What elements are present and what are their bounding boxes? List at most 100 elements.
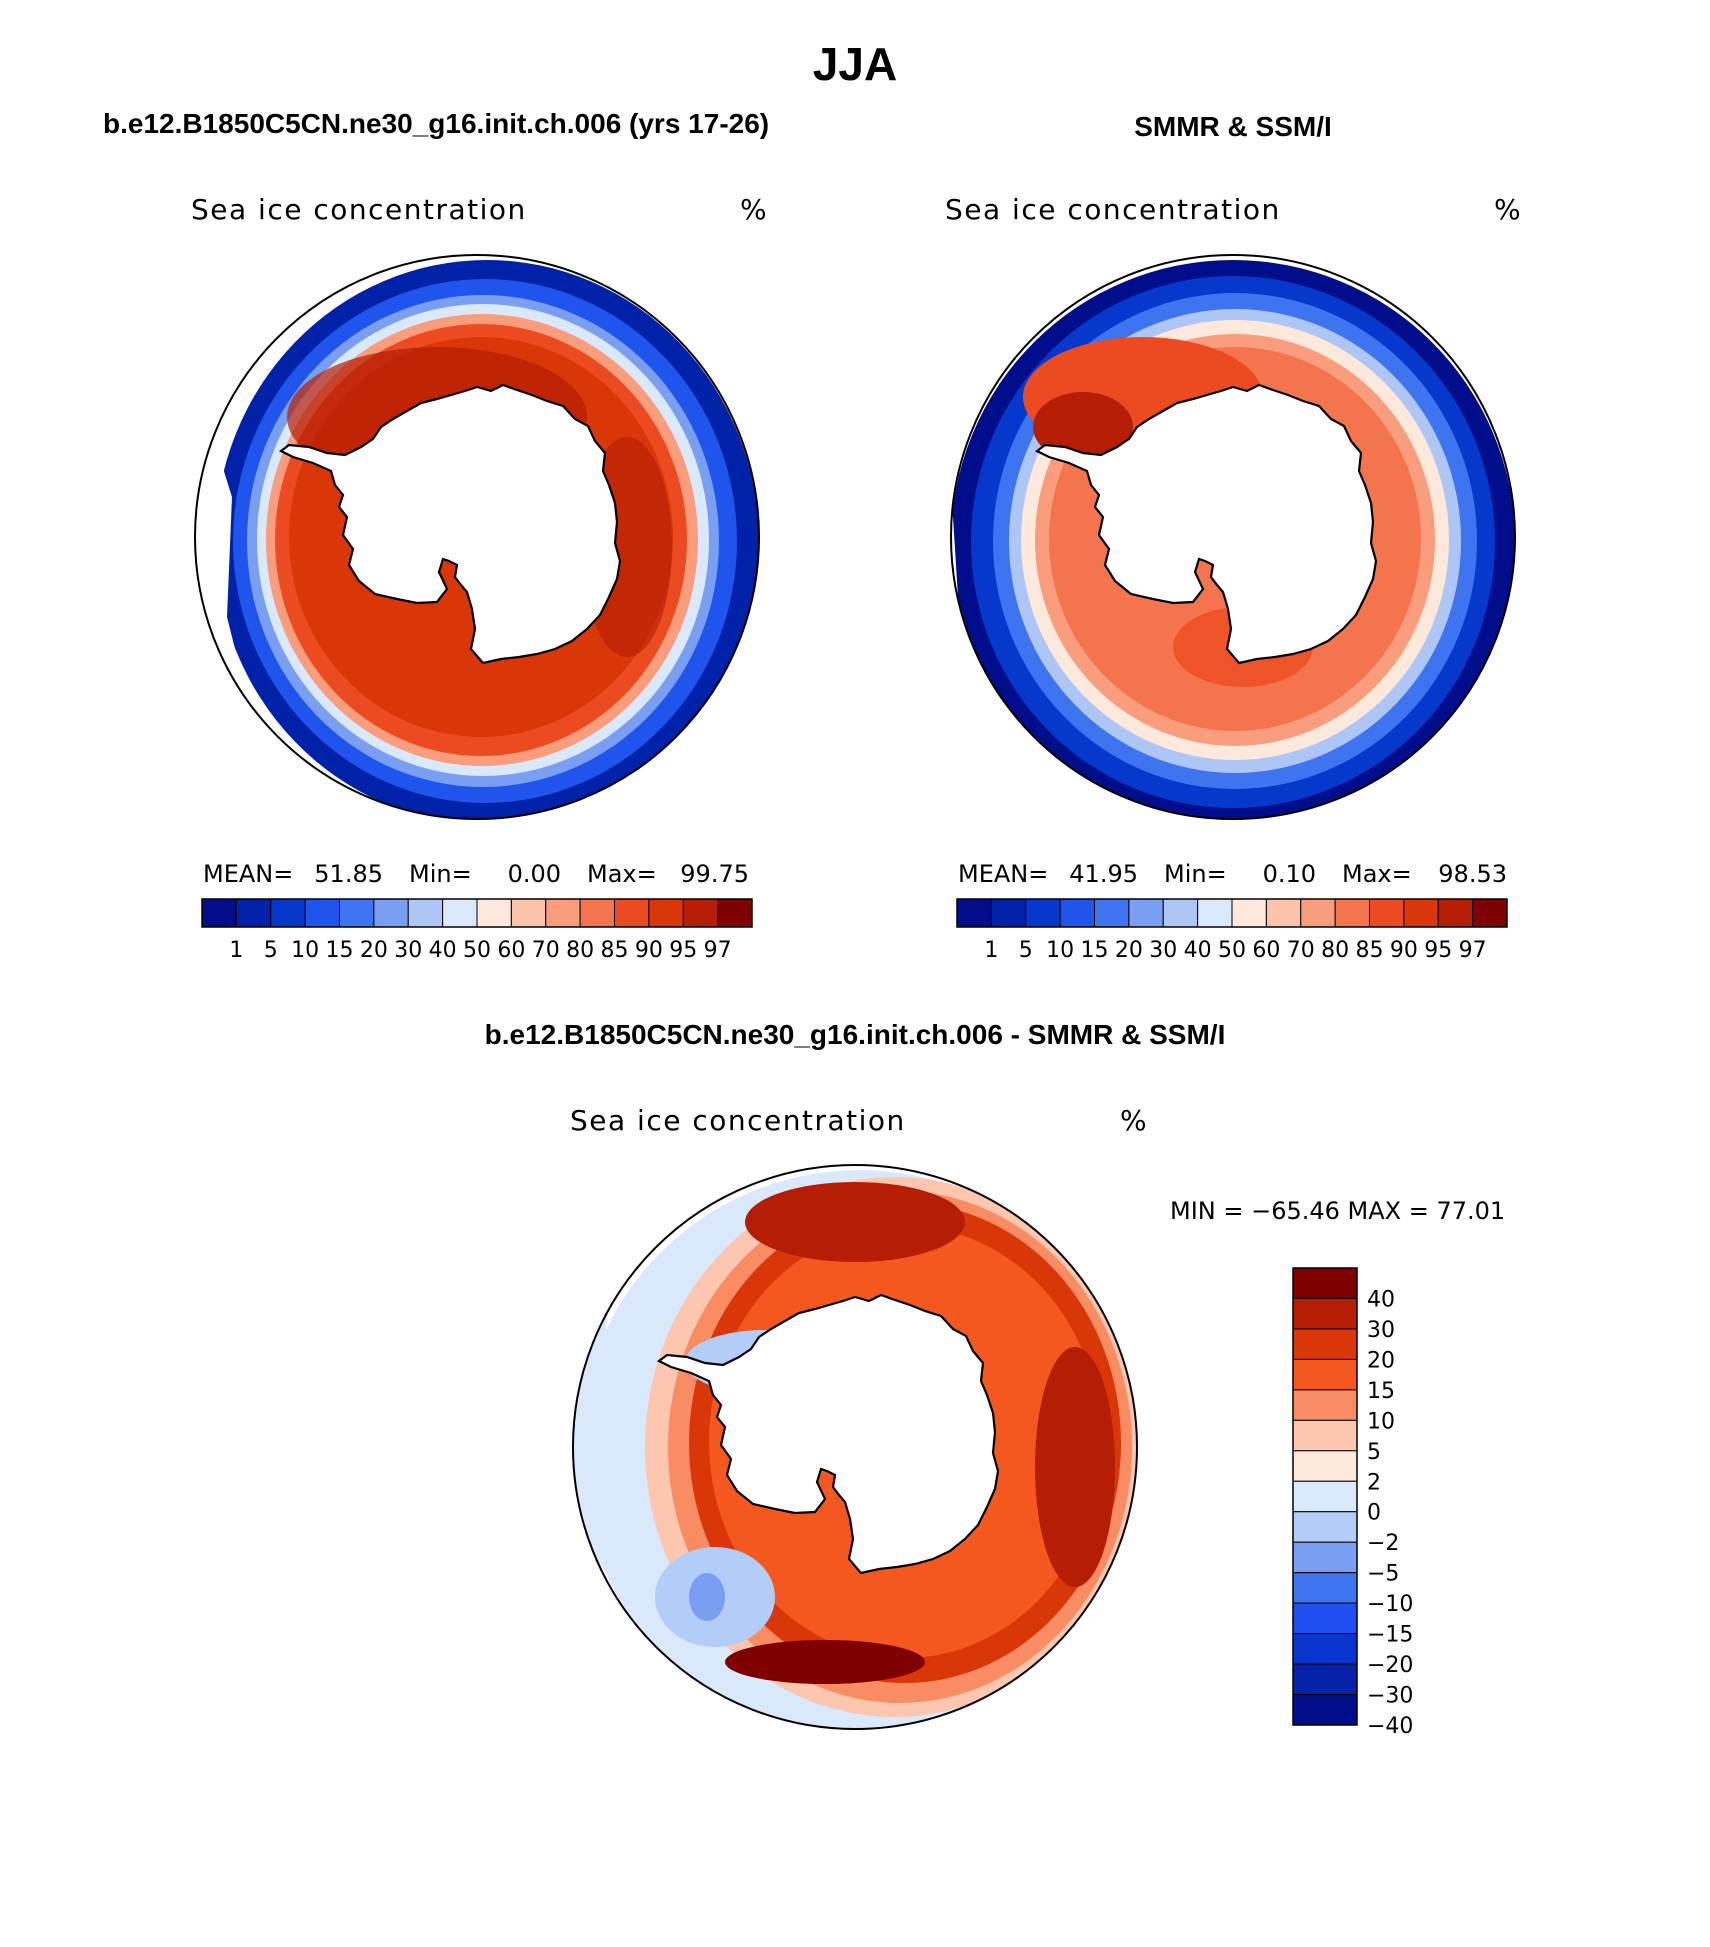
model-colorbar: 1 5 10 15 20 30 40 50 60 70 80 85 90 95 97: [201, 898, 753, 963]
obs-colorbar-tick-label: 50: [1218, 938, 1246, 963]
obs-colorbar-tick-label: 85: [1356, 938, 1384, 963]
obs-colorbar-tick-label: 90: [1390, 938, 1418, 963]
model-colorbar-box: [717, 898, 753, 928]
model-max-value: 99.75: [680, 860, 749, 888]
diff-colorbar-tick-label: 40: [1367, 1287, 1395, 1312]
diff-colorbar-box: [1292, 1297, 1358, 1330]
model-colorbar-tick-label: 97: [704, 938, 732, 963]
obs-panel: Sea ice concentration %: [945, 193, 1521, 963]
diff-panel: Sea ice concentration % MIN = −65.46 MAX…: [570, 1104, 1505, 1739]
model-units-label: %: [740, 193, 767, 226]
model-colorbar-frame: [201, 898, 753, 928]
obs-colorbar-box: [1162, 898, 1199, 928]
diff-colorbar-box: [1292, 1450, 1358, 1482]
obs-colorbar-box: [1059, 898, 1095, 928]
obs-map-boundary: [950, 254, 1516, 820]
obs-max-value: 98.53: [1438, 860, 1507, 888]
diff-colorbar-box: [1292, 1419, 1358, 1452]
obs-colorbar-box: [1369, 898, 1405, 928]
diff-colorbar-box: [1292, 1572, 1358, 1604]
diff-colorbar-frame: [1292, 1267, 1358, 1726]
obs-colorbar: 1 5 10 15 20 30 40 50 60 70 80 85 90 95 97: [956, 898, 1508, 963]
obs-colorbar-box: [956, 898, 992, 928]
obs-colorbar-tick-label: 97: [1459, 938, 1487, 963]
model-colorbar-tick-label: 5: [264, 938, 278, 963]
model-colorbar-tick-label: 80: [566, 938, 594, 963]
diff-colorbar-tick-label: −2: [1367, 1531, 1399, 1556]
model-colorbar-tick-label: 30: [394, 938, 422, 963]
diff-colorbar-tick-label: −20: [1367, 1653, 1413, 1678]
model-map-boundary: [194, 254, 760, 820]
model-max-label: Max=: [587, 860, 657, 888]
obs-colorbar-box: [990, 898, 1027, 928]
model-colorbar-tick-label: 10: [291, 938, 319, 963]
diff-colorbar-box: [1292, 1602, 1358, 1635]
obs-variable-label: Sea ice concentration: [945, 193, 1281, 226]
obs-colorbar-box: [1231, 898, 1267, 928]
model-colorbar-box: [614, 898, 650, 928]
diff-colorbar-tick-label: 20: [1367, 1348, 1395, 1373]
obs-colorbar-tick-label: 70: [1287, 938, 1315, 963]
obs-colorbar-tick-label: 10: [1046, 938, 1074, 963]
model-colorbar-box: [476, 898, 512, 928]
model-colorbar-tick-label: 60: [497, 938, 525, 963]
diff-colorbar-tick-label: −30: [1367, 1684, 1413, 1709]
obs-colorbar-tick-label: 5: [1019, 938, 1033, 963]
obs-colorbar-box: [1128, 898, 1164, 928]
model-variable-label: Sea ice concentration: [191, 193, 527, 226]
model-colorbar-box: [648, 898, 684, 928]
obs-colorbar-frame: [956, 898, 1508, 928]
diff-colorbar-tick-label: 30: [1367, 1318, 1395, 1343]
diff-minmax-label: MIN = −65.46 MAX = 77.01: [1170, 1197, 1505, 1225]
model-colorbar-tick-label: 15: [326, 938, 354, 963]
diff-units-label: %: [1120, 1104, 1147, 1137]
obs-colorbar-tick-label: 80: [1321, 938, 1349, 963]
obs-min-label: Min=: [1164, 860, 1227, 888]
diff-colorbar-tick-label: 5: [1367, 1440, 1381, 1465]
diff-colorbar-tick-label: −40: [1367, 1714, 1413, 1739]
obs-min-value: 0.10: [1263, 860, 1316, 888]
model-mean-label: MEAN=: [203, 860, 293, 888]
diff-colorbar-box: [1292, 1480, 1358, 1513]
model-mean-value: 51.85: [314, 860, 383, 888]
model-colorbar-box: [579, 898, 615, 928]
model-colorbar-tick-label: 95: [669, 938, 697, 963]
model-colorbar-box: [407, 898, 444, 928]
diff-colorbar-tick-label: 2: [1367, 1470, 1381, 1495]
obs-colorbar-tick-label: 20: [1115, 938, 1143, 963]
model-colorbar-box: [235, 898, 272, 928]
model-colorbar-box: [339, 898, 375, 928]
model-map: [194, 254, 760, 820]
obs-colorbar-tick-label: 30: [1149, 938, 1177, 963]
model-colorbar-box: [270, 898, 306, 928]
obs-colorbar-tick-label: 40: [1184, 938, 1212, 963]
diff-colorbar-tick-label: 15: [1367, 1379, 1395, 1404]
model-colorbar-tick-label: 70: [532, 938, 560, 963]
obs-colorbar-box: [1334, 898, 1370, 928]
model-min-value: 0.00: [508, 860, 561, 888]
model-colorbar-box: [201, 898, 237, 928]
diff-colorbar-box: [1292, 1267, 1358, 1299]
obs-max-label: Max=: [1342, 860, 1412, 888]
season-title: JJA: [813, 38, 897, 90]
model-colorbar-box: [510, 898, 547, 928]
obs-stats: MEAN= 41.95 Min= 0.10 Max= 98.53: [958, 860, 1507, 888]
obs-colorbar-tick-label: 1: [984, 938, 998, 963]
diff-colorbar-tick-label: −10: [1367, 1592, 1413, 1617]
model-colorbar-tick-label: 85: [601, 938, 629, 963]
model-colorbar-box: [442, 898, 478, 928]
diff-variable-label: Sea ice concentration: [570, 1104, 906, 1137]
diff-colorbar-box: [1292, 1694, 1358, 1726]
diff-colorbar-box: [1292, 1541, 1358, 1574]
diff-colorbar-box: [1292, 1389, 1358, 1421]
diff-colorbar-box: [1292, 1633, 1358, 1665]
model-colorbar-tick-label: 40: [429, 938, 457, 963]
obs-colorbar-box: [1197, 898, 1233, 928]
obs-mean-label: MEAN=: [958, 860, 1048, 888]
diff-colorbar-tick-label: −5: [1367, 1562, 1399, 1587]
diff-map: [572, 1164, 1138, 1730]
obs-colorbar-box: [1472, 898, 1508, 928]
obs-map: [950, 254, 1516, 820]
model-colorbar-box: [304, 898, 340, 928]
